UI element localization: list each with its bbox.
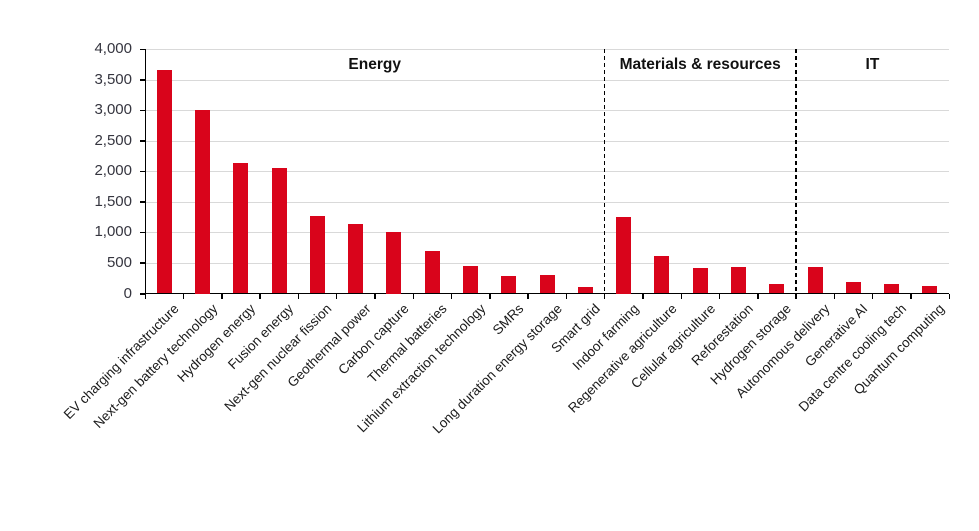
category-label: SMRs (489, 300, 527, 338)
bar (501, 275, 517, 294)
bar (730, 267, 746, 294)
gridline (146, 201, 949, 203)
bar (769, 283, 785, 294)
x-tick-mark (221, 293, 223, 299)
y-tick-label: 1,000 (94, 223, 132, 241)
y-tick-mark (140, 231, 145, 234)
y-tick-label: 2,500 (94, 131, 132, 149)
bar (194, 110, 210, 294)
y-tick-label: 2,000 (94, 162, 132, 180)
x-tick-mark (412, 293, 414, 299)
bar (309, 215, 325, 294)
gridline (146, 140, 949, 142)
x-tick-mark (680, 293, 682, 299)
bar (807, 267, 823, 294)
bar (271, 168, 287, 294)
bar (539, 275, 555, 294)
bar (233, 162, 249, 294)
y-tick-mark (140, 293, 145, 295)
x-tick-mark (718, 293, 721, 299)
x-tick-mark (757, 293, 759, 299)
section-header: Materials & resources (619, 56, 781, 73)
x-tick-mark (450, 293, 453, 299)
x-tick-mark (297, 293, 300, 299)
y-tick-mark (140, 48, 145, 50)
y-tick-mark (140, 201, 145, 203)
bar (845, 281, 861, 294)
bar (884, 283, 900, 294)
gridline (146, 262, 949, 264)
x-tick-mark (489, 293, 491, 299)
x-tick-mark (948, 293, 950, 299)
x-tick-mark (795, 293, 797, 299)
section-header: Energy (348, 56, 401, 73)
bar (922, 286, 938, 294)
x-tick-mark (910, 293, 912, 299)
x-tick-mark (182, 293, 185, 299)
bar (692, 267, 708, 294)
bar (348, 224, 364, 294)
bar (654, 255, 670, 294)
x-tick-mark (565, 293, 568, 299)
section-divider (603, 49, 606, 294)
gridline (146, 49, 949, 50)
bar (462, 265, 478, 294)
x-tick-mark (144, 293, 146, 299)
gridline (146, 79, 949, 81)
y-tick-mark (140, 262, 145, 264)
bar-chart: 0 500 1,000 1,500 2,000 2,500 3,000 3,500 4,000 … (40, 16, 979, 515)
gridline (146, 110, 949, 112)
gridline (146, 232, 949, 234)
y-tick-label: 500 (106, 253, 132, 271)
x-tick-mark (527, 293, 529, 299)
bar (386, 232, 402, 294)
x-tick-mark (603, 293, 606, 299)
y-tick-label: 3,000 (94, 101, 132, 119)
x-tick-mark (335, 293, 338, 299)
y-tick-label: 4,000 (94, 40, 132, 57)
x-tick-mark (642, 293, 644, 299)
x-tick-mark (871, 293, 874, 299)
bar (616, 217, 632, 294)
y-tick-label: 0 (123, 284, 132, 302)
x-tick-mark (833, 293, 836, 299)
bar (424, 250, 440, 294)
x-tick-mark (259, 293, 261, 299)
x-tick-mark (374, 293, 376, 299)
bar (577, 286, 593, 294)
y-tick-mark (140, 140, 145, 142)
bar (156, 70, 172, 294)
section-divider (795, 49, 797, 294)
y-tick-label: 3,500 (94, 70, 132, 88)
y-tick-label: 1,500 (94, 192, 132, 210)
plot-area (145, 49, 949, 294)
section-header: IT (865, 56, 880, 73)
gridline (146, 171, 949, 173)
y-tick-mark (140, 109, 145, 112)
y-tick-mark (140, 79, 145, 81)
category-label: Indoor farming (569, 300, 642, 373)
y-tick-mark (140, 170, 145, 173)
